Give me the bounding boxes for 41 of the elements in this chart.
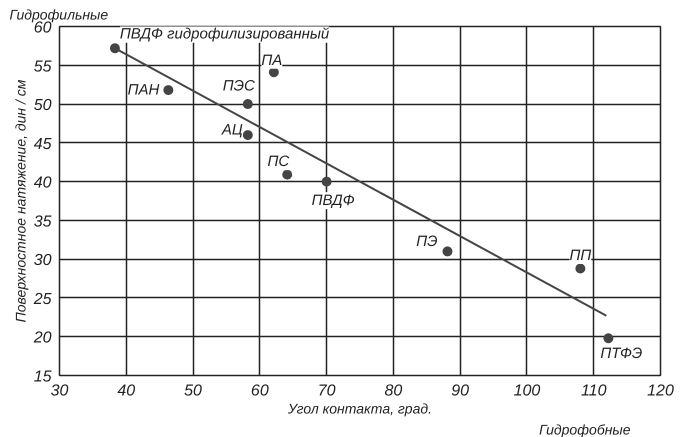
x-tick-label: 70 <box>318 382 336 400</box>
x-tick-label: 90 <box>451 382 470 400</box>
x-tick-label: 60 <box>250 382 269 400</box>
y-tick-label: 45 <box>34 136 52 153</box>
annotation: ПС <box>268 153 290 170</box>
point <box>575 263 586 274</box>
annotation: АЦ <box>220 122 243 139</box>
annotation: ПВДФ гидрофилизированный <box>120 26 330 43</box>
y-tick-label: 25 <box>32 290 52 308</box>
annotation: ПП <box>569 246 592 264</box>
point <box>322 176 332 187</box>
point <box>242 99 253 110</box>
text: Гидрофильные <box>10 6 108 22</box>
y-tick-label: 35 <box>34 213 52 230</box>
x-tick-label: 50 <box>184 382 202 400</box>
y-tick-label: 30 <box>34 252 52 270</box>
y-tick-label: 55 <box>34 58 52 76</box>
annotation: ПЭС <box>222 78 255 95</box>
annotation: ПА <box>261 52 282 69</box>
annotation: ПЭ <box>416 232 438 250</box>
y-tick-label: 20 <box>32 330 52 347</box>
x-tick-label: 110 <box>580 382 607 400</box>
point <box>442 246 452 256</box>
point <box>163 85 174 96</box>
y-tick-label: 15 <box>34 368 52 386</box>
point <box>242 130 253 140</box>
annotation: ПТФЭ <box>600 344 642 362</box>
x-tick-label: 30 <box>50 382 68 400</box>
y-tick-label: 60 <box>34 20 52 36</box>
x-tick-label: 80 <box>384 382 402 400</box>
x-tick-label: 100 <box>514 382 540 400</box>
x-tick-label: 120 <box>647 382 674 400</box>
point <box>603 333 614 344</box>
annotation: ПВДФ <box>312 192 355 210</box>
y-tick-label: 50 <box>34 97 52 114</box>
y-axis-title: Поверхностное натяжение, дин / см <box>12 79 29 322</box>
y-tick-label: 40 <box>34 174 52 192</box>
x-axis-title: Угол контакта, град. <box>287 400 432 416</box>
x-tick-label: 40 <box>117 382 136 400</box>
annotation: ПАН <box>128 82 160 99</box>
point <box>282 170 292 180</box>
